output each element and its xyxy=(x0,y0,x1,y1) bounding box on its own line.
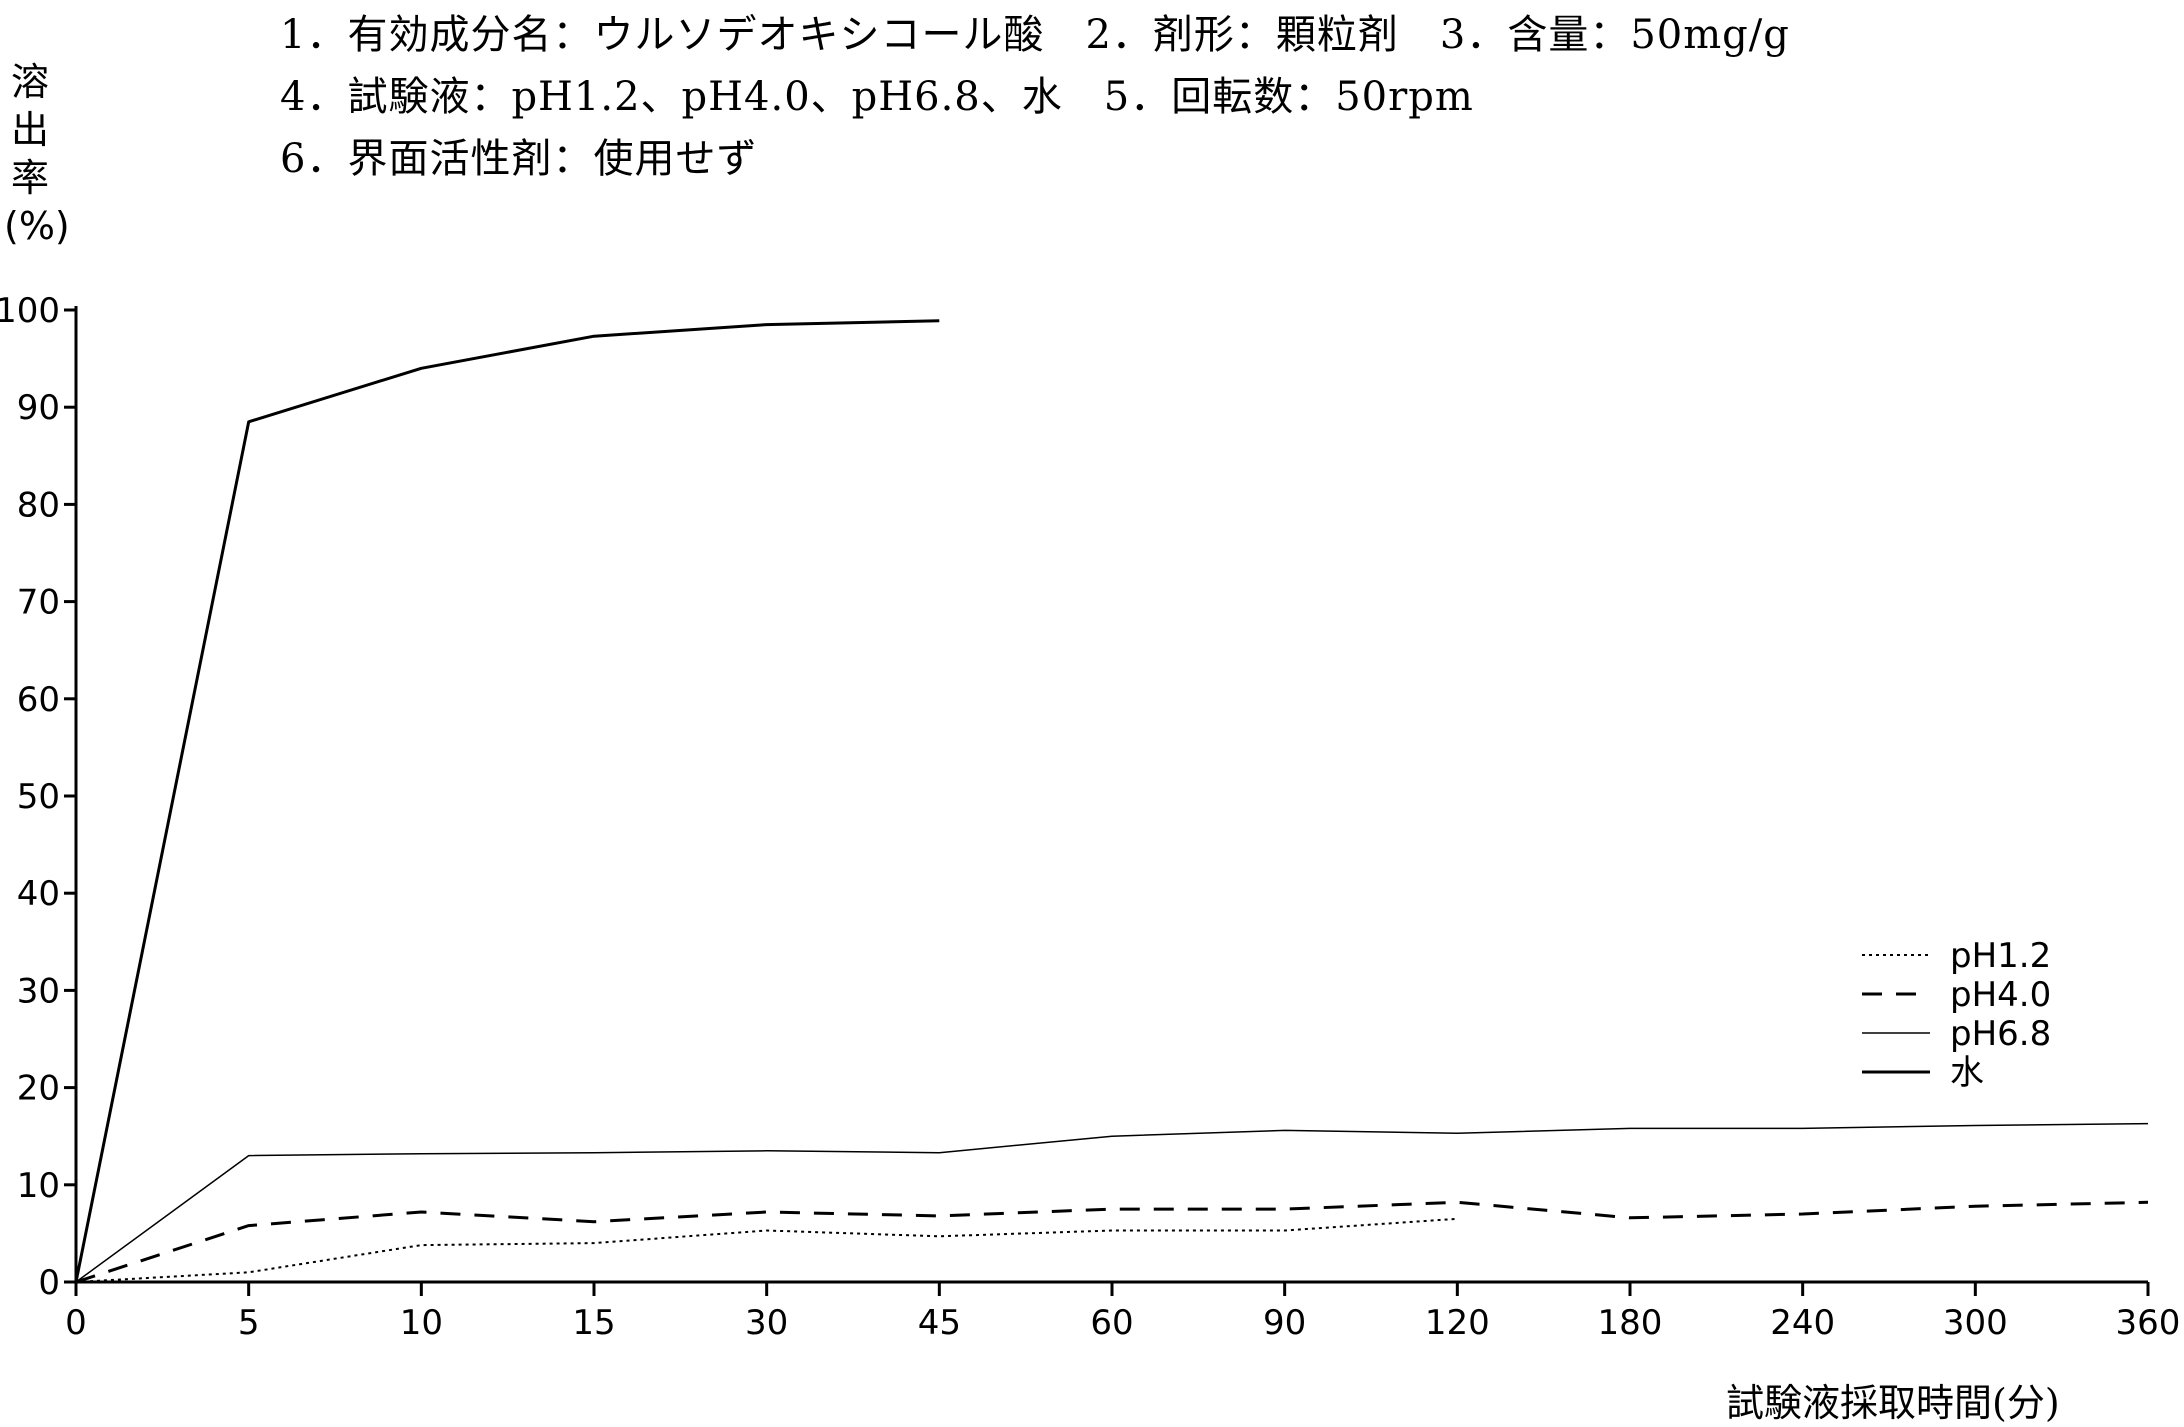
y-tick-label: 100 xyxy=(0,291,60,331)
condition-line-2: 4．試験液：pH1.2、pH4.0、pH6.8、水 5．回転数：50rpm xyxy=(280,74,1474,120)
series-group xyxy=(74,319,2149,1284)
x-tick-label: 10 xyxy=(400,1303,443,1343)
series-line-0 xyxy=(75,1217,1458,1283)
legend-label-1: pH4.0 xyxy=(1950,975,2051,1015)
condition-line-1: 1．有効成分名：ウルソデオキシコール酸 2．剤形：顆粒剤 3．含量：50mg/g xyxy=(280,12,1790,58)
series-line-1 xyxy=(75,1200,2149,1284)
x-axis-label: 試験液採取時間(分) xyxy=(1726,1381,2060,1425)
x-tick-label: 45 xyxy=(918,1303,961,1343)
x-tick-label: 90 xyxy=(1263,1303,1306,1343)
y-tick-label: 30 xyxy=(17,971,60,1011)
y-tick-label: 80 xyxy=(17,485,60,525)
x-tick-label: 30 xyxy=(745,1303,788,1343)
x-tick-label: 120 xyxy=(1425,1303,1490,1343)
y-ticks: 0 10 20 30 40 50 60 70 80 90 100 xyxy=(0,291,76,1303)
legend-label-2: pH6.8 xyxy=(1950,1014,2051,1054)
condition-line-3: 6．界面活性剤：使用せず xyxy=(280,136,758,182)
y-axis-label-char: 率 xyxy=(10,156,49,200)
x-tick-label: 5 xyxy=(238,1303,260,1343)
y-axis-label-char: 出 xyxy=(10,108,49,152)
y-tick-label: 40 xyxy=(17,874,60,914)
y-tick-label: 0 xyxy=(38,1263,60,1303)
x-tick-label: 360 xyxy=(2116,1303,2181,1343)
x-tick-label: 180 xyxy=(1598,1303,1663,1343)
y-tick-label: 60 xyxy=(17,680,60,720)
x-ticks: 0 5 10 15 30 45 60 90 120 180 240 300 360 xyxy=(65,1282,2180,1343)
series-line-2 xyxy=(75,1122,2149,1283)
x-tick-label: 15 xyxy=(572,1303,615,1343)
legend-label-0: pH1.2 xyxy=(1950,936,2051,976)
x-tick-label: 300 xyxy=(1943,1303,2008,1343)
x-tick-label: 60 xyxy=(1090,1303,1133,1343)
y-tick-label: 90 xyxy=(17,388,60,428)
series-line-3 xyxy=(74,319,940,1283)
y-tick-label: 50 xyxy=(17,777,60,817)
x-tick-label: 240 xyxy=(1770,1303,1835,1343)
y-tick-label: 20 xyxy=(17,1069,60,1109)
legend-label-3: 水 xyxy=(1950,1053,1984,1093)
x-tick-label: 0 xyxy=(65,1303,87,1343)
y-tick-label: 70 xyxy=(17,583,60,623)
y-axis-label-char: 溶 xyxy=(10,60,49,104)
y-tick-label: 10 xyxy=(17,1166,60,1206)
